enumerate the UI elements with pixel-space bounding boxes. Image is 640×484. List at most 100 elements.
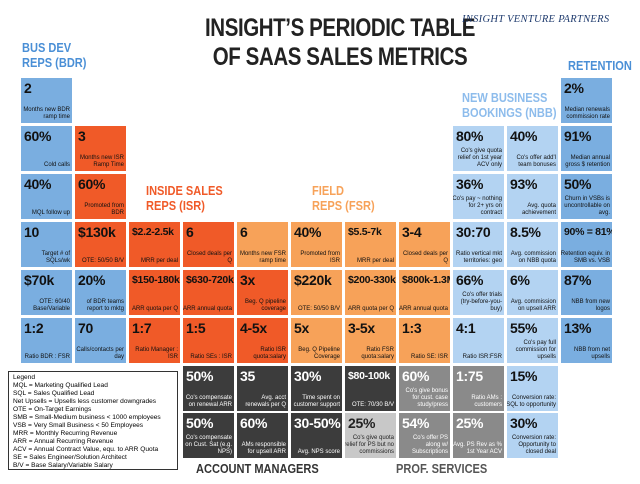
group-label-line: REPS (FSR) [312, 198, 375, 213]
metric-cell: 6 Months new FSR ramp time [236, 221, 289, 268]
metric-value: 54% [402, 415, 430, 431]
metric-cell: $200-330k ARR quota per Q [344, 269, 397, 316]
metric-value: $150-180k [132, 274, 180, 286]
metric-cell: 1:2 Ratio BDR : FSR [20, 317, 73, 364]
metric-cell: 90% = 81% Retention equiv. in SMB vs. VSB [560, 221, 613, 268]
legend-line: Net Upsells = Upsells less customer down… [13, 398, 157, 405]
metric-value: 40% [510, 128, 538, 144]
metric-label: Avg. quota achievement [521, 203, 556, 216]
metric-value: $630-720k [186, 274, 234, 286]
metric-value: 3-4 [402, 224, 422, 240]
metric-label: Promoted from ISR [300, 251, 340, 264]
legend-line: SMB = Small-Medium business < 1000 emplo… [13, 414, 161, 421]
metric-cell: 30:70 Ratio vertical mkt territories: geo [452, 221, 505, 268]
metric-value: $2.2-2.5k [132, 226, 174, 238]
metric-label: Beg. Q pipeline coverage [244, 299, 286, 312]
metric-label: OTE: 70/30 B/V [351, 402, 394, 408]
group-label: INSIDE SALES REPS (ISR) [146, 183, 223, 213]
legend-line: MRR = Monthly Recurring Revenue [13, 430, 118, 437]
group-label: FIELD REPS (FSR) [312, 183, 375, 213]
metric-value: $5.5-7k [348, 226, 382, 238]
metric-label: OTE: 50/50 B/V [81, 258, 124, 264]
metric-label: Cold calls [43, 162, 70, 168]
metric-cell: 30% Conversion rate: Opportunity to close… [506, 412, 559, 459]
metric-label: Ratio vertical mkt territories: geo [455, 251, 502, 264]
metric-value: 40% [294, 224, 322, 240]
metric-cell: 60% Promoted from BDR [74, 173, 127, 220]
metric-cell: 3-5x Ratio FSR quota:salary [344, 317, 397, 364]
metric-label: Avg. NPS score [297, 449, 340, 455]
metric-value: 4-5x [240, 320, 267, 336]
metric-label: Months new BDR ramp time [23, 107, 70, 120]
metric-cell: $220k OTE: 50/50 B/V [290, 269, 343, 316]
metric-label: Co's give bonus for cust. case study/pre… [405, 388, 448, 408]
metric-value: 60% [24, 128, 52, 144]
metric-value: 30% [510, 415, 538, 431]
metric-cell: 3 Months new ISR Ramp Time [74, 125, 127, 172]
metric-label: Beg. Q Pipeline Coverage [298, 347, 340, 360]
title: INSIGHT’S PERIODIC TABLE OF SAAS SALES ME… [201, 14, 480, 72]
metric-cell: $130k OTE: 50/50 B/V [74, 221, 127, 268]
group-label: RETENTION [568, 58, 632, 73]
metric-value: 30:70 [456, 224, 491, 240]
metric-value: $130k [78, 224, 116, 240]
metric-label: Avg. commission on upsell ARR [510, 299, 556, 312]
metric-cell: 40% MQL follow up [20, 173, 73, 220]
metric-value: 2% [564, 80, 584, 96]
metric-value: 4:1 [456, 320, 476, 336]
metric-label: Ratio SEs : ISR [190, 354, 232, 360]
metric-label: Co's offer PS along w/ Subscriptions [411, 435, 448, 455]
metric-label: ARR annual quota [398, 306, 448, 312]
metric-label: Ratio SE: ISR [410, 354, 448, 360]
group-label: PROF. SERVICES [396, 461, 487, 476]
metric-label: Target # of SQLs/wk [41, 251, 70, 264]
metric-cell: 3x Beg. Q pipeline coverage [236, 269, 289, 316]
metric-cell: 2% Median renewals commission rate [560, 77, 613, 124]
metric-cell: 50% Co's compensate on Cust. Sat (e.g. NP… [182, 412, 235, 459]
metric-label: Co's give quota relief on 1st year ACV o… [457, 148, 502, 168]
metric-value: 60% [240, 415, 268, 431]
metric-label: Ratio FSR quota:salary [361, 347, 394, 360]
metric-cell: 15% Conversion rate: SQL to opportunity [506, 365, 559, 412]
metric-cell: 30% Time spent on customer support [290, 365, 343, 412]
metric-value: 3x [240, 272, 255, 288]
metric-value: 6 [186, 224, 194, 240]
metric-label: Co's offer add'l team bonuses [516, 155, 556, 168]
metric-cell: $150-180k ARR quota per Q [128, 269, 181, 316]
group-label: BUS DEV REPS (BDR) [22, 40, 86, 70]
metric-cell: 60% Co's give bonus for cust. case study/… [398, 365, 451, 412]
metric-label: Months new FSR ramp time [239, 251, 286, 264]
group-label-line: INSIDE SALES [146, 183, 223, 198]
metric-label: Calls/contacts per day [76, 347, 124, 360]
metric-value: 60% [78, 176, 106, 192]
metric-cell: 20% of BDR teams report to mktg [74, 269, 127, 316]
metric-value: 93% [510, 176, 538, 192]
group-label-line: RETENTION [568, 58, 632, 73]
metric-cell: 70 Calls/contacts per day [74, 317, 127, 364]
metric-value: 1:7 [132, 320, 152, 336]
metric-label: Co's compensate on Cust. Sat (e.g. NPS) [185, 435, 232, 455]
metric-cell: 6 Closed deals per Q [182, 221, 235, 268]
metric-value: 36% [456, 176, 484, 192]
metric-label: Time spent on customer support [293, 395, 340, 408]
metric-label: of BDR teams report to mktg [86, 299, 124, 312]
metric-cell: 91% Median annual gross $ retention [560, 125, 613, 172]
legend-line: SQL = Sales Qualified Lead [13, 390, 95, 397]
metric-label: Median renewals commission rate [564, 107, 610, 120]
group-label-line: FIELD [312, 183, 344, 198]
group-label: NEW BUSINESS BOOKINGS (NBB) [462, 90, 557, 120]
metric-cell: 4-5x Ratio ISR quota:salary [236, 317, 289, 364]
metric-value: 2 [24, 80, 32, 96]
metric-label: Ratio BDR : FSR [24, 354, 70, 360]
metric-value: 91% [564, 128, 592, 144]
metric-label: Median annual gross $ retention [565, 155, 610, 168]
metric-label: Promoted from BDR [84, 203, 124, 216]
metric-label: Avg. acct renewals per Q [245, 395, 286, 408]
metric-label: Co's compensate on renewal ARR [185, 395, 232, 408]
metric-cell: 36% Co's pay ~ nothing for 2+ yrs on cont… [452, 173, 505, 220]
metric-cell: $630-720k ARR annual quota [182, 269, 235, 316]
metric-cell: 10 Target # of SQLs/wk [20, 221, 73, 268]
metric-label: MRR per deal [140, 258, 178, 264]
metric-cell: 13% NBB from net upsells [560, 317, 613, 364]
metric-value: $70k [24, 272, 54, 288]
